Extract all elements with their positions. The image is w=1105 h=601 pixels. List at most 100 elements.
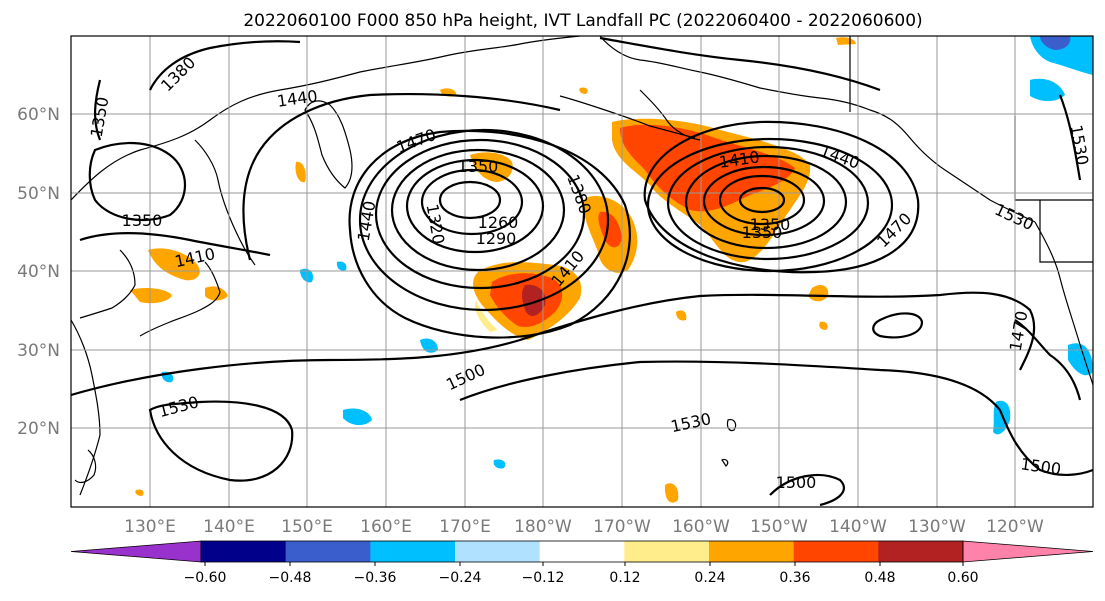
contour-low-west-3 — [405, 158, 545, 254]
lon-label: 160°E — [360, 517, 412, 537]
ivt-neg-mid-6 — [336, 261, 347, 271]
contour-low-west-4 — [390, 148, 566, 272]
figure-title: 2022060100 F000 850 hPa height, IVT Land… — [243, 11, 922, 31]
ivt-region-japan3-orange — [205, 286, 228, 301]
contour-low-east-7 — [643, 120, 920, 274]
colorbar-outline — [200, 540, 964, 563]
lon-label: 160°W — [672, 517, 730, 537]
coast-marianas — [74, 449, 97, 484]
contour-1500 — [70, 291, 1036, 397]
ivt-region-spot-3 — [836, 37, 856, 45]
ivt-region-spot-7 — [819, 321, 828, 330]
lat-label: 40°N — [17, 262, 60, 282]
contour-low-west-7 — [348, 129, 631, 339]
contour-low-west-1 — [438, 180, 502, 220]
ivt-region-north-red — [598, 211, 622, 248]
lon-label: 150°E — [281, 517, 333, 537]
colorbar-tick-label: 0.60 — [947, 570, 978, 586]
colorbar-tick-label: −0.48 — [269, 570, 312, 586]
colorbar-segment — [370, 541, 456, 562]
coast-aleutians — [559, 95, 696, 139]
contour-label: 1350 — [750, 215, 791, 234]
coast-na-west — [1034, 221, 1094, 386]
contour-label: 1350 — [742, 223, 783, 242]
contour-label: 1350 — [122, 211, 163, 230]
colorbar-tick-label: −0.36 — [354, 570, 397, 586]
contour-1530-a — [148, 400, 294, 482]
contour-label: 1350 — [458, 157, 499, 176]
colorbar-tick-label: −0.12 — [522, 570, 565, 586]
contour-1470-e — [599, 36, 881, 92]
contour-1350-b — [94, 79, 102, 141]
lat-label-group: 60°N 50°N 40°N 30°N 20°N — [17, 105, 60, 439]
contour-1380 — [149, 40, 301, 91]
contour-label: 1500 — [776, 473, 817, 492]
colorbar-tick-label: −0.60 — [184, 570, 227, 586]
map-frame — [70, 35, 1094, 508]
contour-1470-c — [872, 312, 924, 339]
ivt-region-central-yellow — [474, 300, 498, 332]
contour-low-east-3 — [702, 165, 826, 237]
coast-japan — [139, 261, 221, 337]
height-contours — [70, 36, 1094, 507]
colorbar-extend-high — [962, 540, 1094, 563]
ivt-region-spot-4 — [295, 161, 306, 183]
coast-hawaii — [721, 419, 737, 467]
coast-china — [70, 319, 101, 496]
coast-korea — [79, 249, 136, 319]
ivt-region-spot-8 — [579, 87, 588, 94]
contour-1350-a — [88, 142, 186, 222]
lon-label: 130°W — [908, 517, 966, 537]
colorbar-segment — [201, 541, 287, 562]
contour-low-east-5 — [666, 145, 870, 261]
colorbar-tick-label: 0.48 — [864, 570, 895, 586]
colorbar-tick-label: 0.24 — [694, 570, 725, 586]
contour-low-west-5 — [374, 138, 586, 290]
ivt-neg-mid-2 — [420, 338, 438, 353]
lon-label: 140°E — [203, 517, 255, 537]
colorbar-segment — [793, 541, 879, 562]
lon-label: 180°W — [514, 517, 572, 537]
colorbar-segment — [455, 541, 541, 562]
coast-alaska — [599, 35, 1036, 223]
ivt-region-spot-2 — [664, 483, 679, 503]
colorbar-tick-label: 0.36 — [779, 570, 810, 586]
ivt-negative-shading — [161, 36, 1093, 469]
ivt-neg-ne-2 — [1030, 78, 1065, 102]
contour-1530-b — [459, 360, 1094, 476]
ivt-neg-ne-dark — [1040, 36, 1071, 50]
contour-label: 1290 — [476, 229, 517, 248]
ivt-region-japan-orange — [148, 248, 200, 281]
colorbar-tick-label: 0.12 — [609, 570, 640, 586]
ivt-region-central-darkred — [522, 284, 546, 316]
contour-1410 — [79, 232, 271, 257]
coast-asia — [70, 35, 581, 201]
lat-label: 30°N — [17, 341, 60, 361]
colorbar-segment — [285, 541, 371, 562]
colorbar-segment — [709, 541, 795, 562]
colorbar-segment — [624, 541, 710, 562]
colorbar-extend-low — [70, 540, 202, 563]
lon-label: 130°E — [124, 517, 176, 537]
contour-1470-d — [1014, 319, 1082, 401]
lat-label: 50°N — [17, 184, 60, 204]
contour-low-west-6 — [358, 128, 610, 312]
ivt-region-japan2-orange — [130, 287, 172, 304]
contour-low-east-4 — [684, 154, 848, 250]
contour-1530-c — [1058, 94, 1082, 181]
lon-label: 170°W — [593, 517, 651, 537]
contour-1440 — [242, 92, 561, 261]
border-us — [1039, 200, 1093, 263]
lon-label: 150°W — [750, 517, 808, 537]
contour-1500-b — [769, 473, 845, 507]
lon-label: 170°E — [439, 517, 491, 537]
lon-label: 120°W — [986, 517, 1044, 537]
lon-label: 140°W — [829, 517, 887, 537]
colorbar-segment — [539, 541, 625, 562]
colorbar-tick-label: −0.24 — [439, 570, 482, 586]
colorbar-segment — [878, 541, 964, 562]
ivt-region-spot-6 — [676, 310, 687, 321]
lon-label-group: 130°E 140°E 150°E 160°E 170°E 180°W 170°… — [124, 517, 1044, 537]
ivt-region-spot-9 — [135, 489, 144, 496]
gridlines — [71, 36, 1093, 507]
